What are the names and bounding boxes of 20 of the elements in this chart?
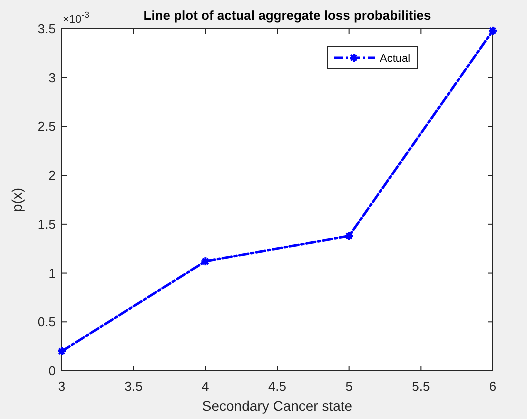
y-tick-label: 2 bbox=[48, 168, 56, 184]
x-axis-title: Secondary Cancer state bbox=[202, 398, 353, 414]
x-tick-label: 5 bbox=[346, 379, 353, 394]
y-tick-label: 0 bbox=[48, 364, 56, 378]
x-tick-label: 3 bbox=[58, 379, 66, 394]
text: ×10$^{-3}$ bbox=[63, 10, 90, 26]
y-tick-label: 1.5 bbox=[38, 216, 56, 232]
chart-title: Line plot of actual aggregate loss probabilities bbox=[144, 8, 432, 23]
y-tick-label: 0.5 bbox=[38, 314, 56, 330]
y-tick-label: 3.5 bbox=[38, 22, 56, 36]
y-axis-title: p(x) bbox=[9, 188, 25, 212]
x-tick-label: 4 bbox=[202, 379, 210, 394]
x-tick-label: 3.5 bbox=[124, 379, 143, 394]
y-tick-label: 2.5 bbox=[38, 119, 56, 134]
y-tick-label: 1 bbox=[48, 266, 56, 281]
x-tick-label: 4.5 bbox=[268, 379, 287, 394]
x-tick-label: 6 bbox=[489, 379, 497, 394]
legend-label: Actual bbox=[380, 53, 411, 65]
x-tick-label: 5.5 bbox=[412, 379, 430, 394]
y-tick-label: 3 bbox=[48, 70, 56, 86]
